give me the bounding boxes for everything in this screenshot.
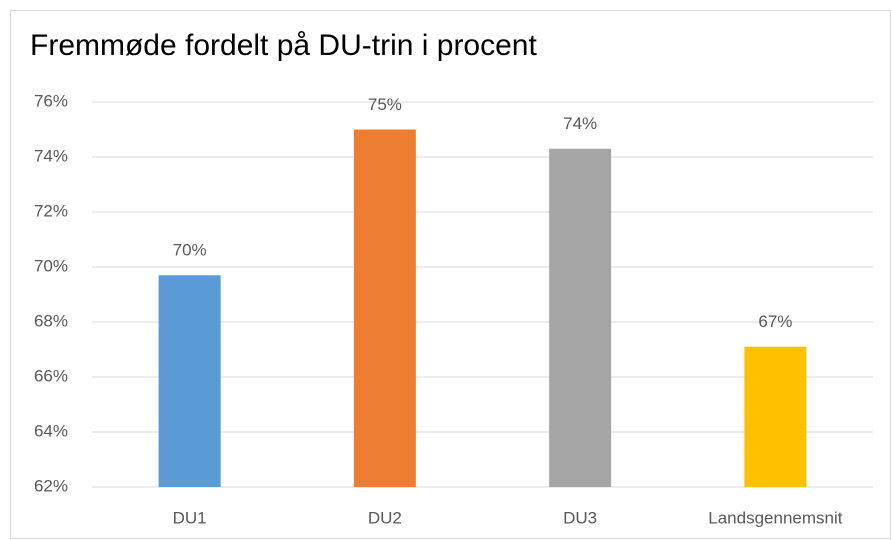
data-label: 67% (758, 312, 792, 331)
bar (353, 129, 416, 487)
data-label: 75% (368, 95, 402, 114)
data-label: 74% (563, 114, 597, 133)
bar (744, 346, 807, 487)
y-tick-label: 76% (34, 91, 68, 110)
x-tick-label: DU1 (173, 508, 207, 527)
bar (158, 275, 221, 487)
y-tick-label: 62% (34, 476, 68, 495)
y-tick-label: 64% (34, 421, 68, 440)
x-tick-label: DU2 (368, 508, 402, 527)
y-tick-label: 66% (34, 366, 68, 385)
y-tick-label: 68% (34, 311, 68, 330)
x-tick-label: Landsgennemsnit (708, 508, 842, 527)
x-tick-label: DU3 (563, 508, 597, 527)
chart-frame (10, 10, 891, 539)
y-tick-label: 72% (34, 201, 68, 220)
data-label: 70% (173, 241, 207, 260)
y-tick-label: 74% (34, 146, 68, 165)
bar (549, 148, 612, 487)
chart-title: Fremmøde fordelt på DU-trin i procent (30, 29, 537, 62)
y-tick-label: 70% (34, 256, 68, 275)
